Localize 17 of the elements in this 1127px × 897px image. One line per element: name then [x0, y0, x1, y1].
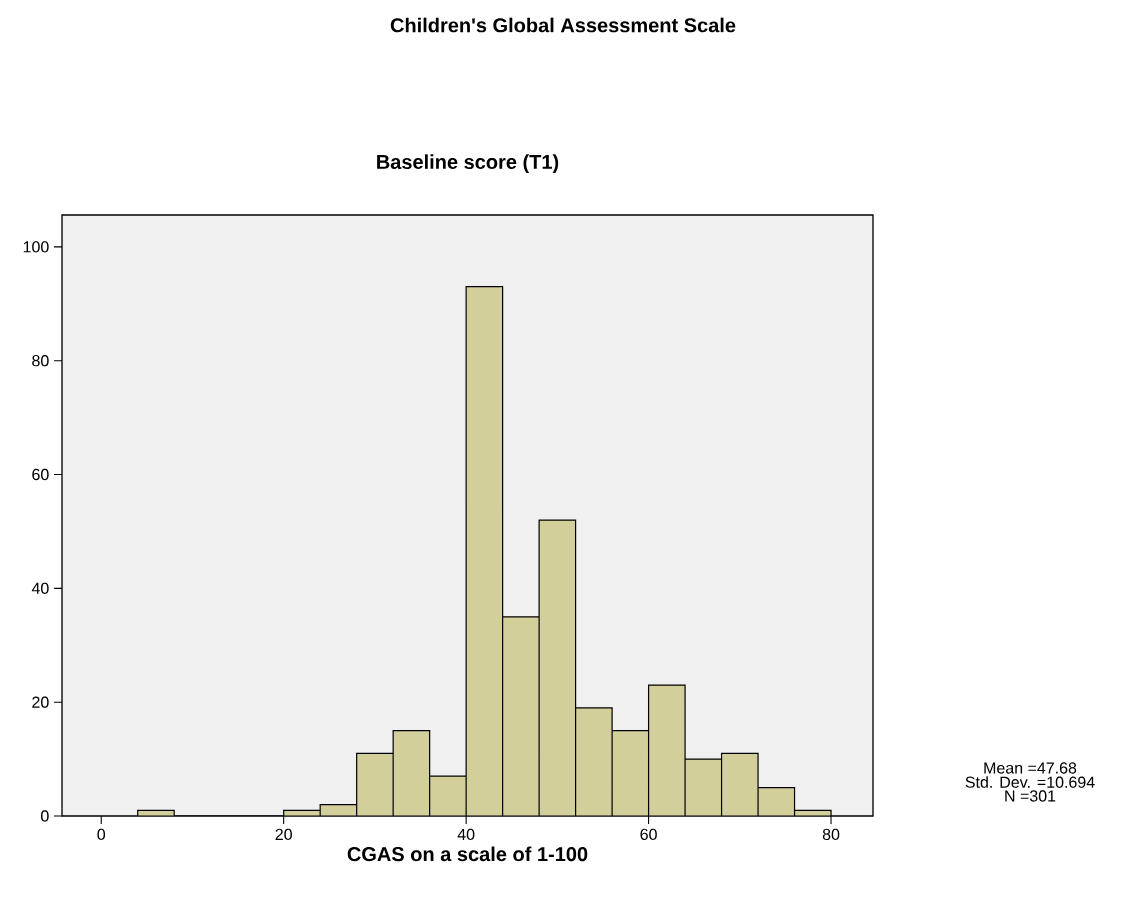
- y-tick-label: 80: [32, 355, 49, 367]
- y-tick-label: 20: [32, 696, 49, 708]
- y-tick-label: 0: [41, 810, 49, 822]
- x-axis-title: CGAS on a scale of 1-100: [347, 846, 588, 862]
- y-tick-label: 100: [23, 241, 49, 253]
- chart-subtitle: Baseline score (T1): [377, 154, 559, 173]
- x-tick-label: 20: [275, 828, 292, 841]
- y-tick-label: 60: [32, 468, 49, 481]
- text: Mean =47.68: [984, 762, 1077, 774]
- x-tick-label: 80: [822, 828, 840, 841]
- x-tick-label: 40: [457, 828, 475, 841]
- x-tick-label: 60: [640, 828, 657, 841]
- text: N =301: [1005, 790, 1056, 802]
- chart-title: Children's Global Assessment Scale: [390, 17, 736, 33]
- text: Std. Dev. =10.694: [965, 776, 1095, 788]
- y-tick-label: 40: [31, 582, 49, 594]
- x-tick-label: 0: [97, 828, 106, 841]
